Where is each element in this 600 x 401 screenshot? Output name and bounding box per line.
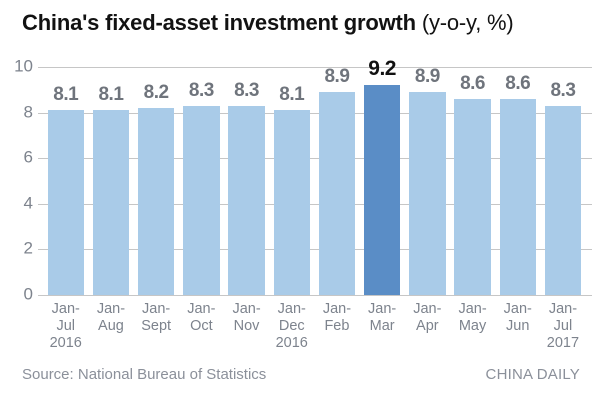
- x-axis-tick-label: Jan- Apr: [413, 301, 442, 334]
- source-note: Source: National Bureau of Statistics: [22, 366, 267, 383]
- x-axis-tick-label: Jan- Jun: [503, 301, 532, 334]
- bar-column: 8.9: [318, 66, 356, 295]
- bar: [499, 98, 536, 295]
- gridline: [38, 158, 592, 160]
- y-axis-tick-label: 4: [23, 193, 33, 213]
- gridline: [38, 249, 592, 251]
- bar-value-label: 8.6: [460, 72, 486, 94]
- x-axis-tick-label: Jan- Jul 2017: [546, 301, 580, 351]
- bar-value-label: 8.1: [53, 84, 79, 106]
- bar-value-label: 9.2: [368, 57, 396, 81]
- x-axis-tick-label: Jan- Mar: [368, 301, 397, 334]
- gridline: [38, 67, 592, 68]
- bar: [318, 92, 356, 295]
- bar-value-label: 8.3: [550, 79, 576, 101]
- bar: [544, 105, 582, 295]
- bar-value-label: 8.9: [414, 66, 440, 88]
- x-axis-tick-label: Jan- Sept: [141, 301, 172, 334]
- x-axis-tick-label: Jan- Aug: [96, 301, 126, 334]
- bar: [228, 105, 265, 295]
- chart-title: China's fixed-asset investment growth (y…: [22, 10, 514, 36]
- publisher-credit: CHINA DAILY: [485, 366, 580, 383]
- bar-column: 8.1: [47, 67, 84, 295]
- bar-value-label: 8.3: [188, 79, 214, 101]
- gridline: [38, 203, 592, 205]
- bar-highlighted: [363, 85, 401, 295]
- bar-value-label: 8.9: [324, 66, 350, 88]
- bar-column: 9.2: [363, 57, 401, 295]
- x-axis-tick-label: Jan- Jul 2016: [49, 301, 82, 351]
- chart-title-main: China's fixed-asset investment growth: [22, 10, 416, 35]
- x-axis-tick-label: Jan- Nov: [232, 301, 261, 334]
- bar-column: 8.3: [183, 67, 220, 295]
- x-axis-tick-label: Jan- Dec 2016: [275, 301, 308, 351]
- bar: [92, 110, 130, 295]
- bar: [183, 105, 220, 295]
- bar-column: 8.3: [544, 67, 582, 295]
- y-axis-tick-label: 6: [23, 147, 33, 167]
- bar-value-label: 8.1: [98, 84, 124, 106]
- chart-title-suffix: (y-o-y, %): [415, 10, 514, 35]
- y-axis-tick-label: 2: [23, 238, 33, 258]
- bar-value-label: 8.3: [234, 79, 260, 101]
- bar-value-label: 8.1: [279, 84, 305, 106]
- gridline: [38, 295, 592, 296]
- bar-column: 8.6: [499, 67, 536, 295]
- x-axis-tick-label: Jan- Oct: [187, 301, 216, 334]
- bar-column: 8.1: [92, 67, 130, 295]
- y-axis-tick-label: 8: [23, 102, 33, 122]
- bar: [409, 92, 446, 295]
- gridline: [38, 112, 592, 114]
- bar-column: 8.1: [273, 67, 310, 295]
- y-axis-tick-label: 0: [23, 284, 33, 304]
- bar: [47, 110, 84, 295]
- bar-column: 8.3: [228, 67, 265, 295]
- bar-column: 8.2: [137, 67, 175, 295]
- bar-column: 8.6: [454, 67, 491, 295]
- bar-column: 8.9: [409, 66, 446, 295]
- bar: [454, 98, 491, 295]
- x-axis-tick-label: Jan- Feb: [322, 301, 352, 334]
- bar: [137, 108, 175, 295]
- y-axis-tick-label: 10: [14, 56, 33, 76]
- x-axis-tick-label: Jan- May: [458, 301, 487, 334]
- bar-value-label: 8.2: [143, 82, 169, 104]
- bar-value-label: 8.6: [505, 72, 531, 94]
- bar: [273, 110, 310, 295]
